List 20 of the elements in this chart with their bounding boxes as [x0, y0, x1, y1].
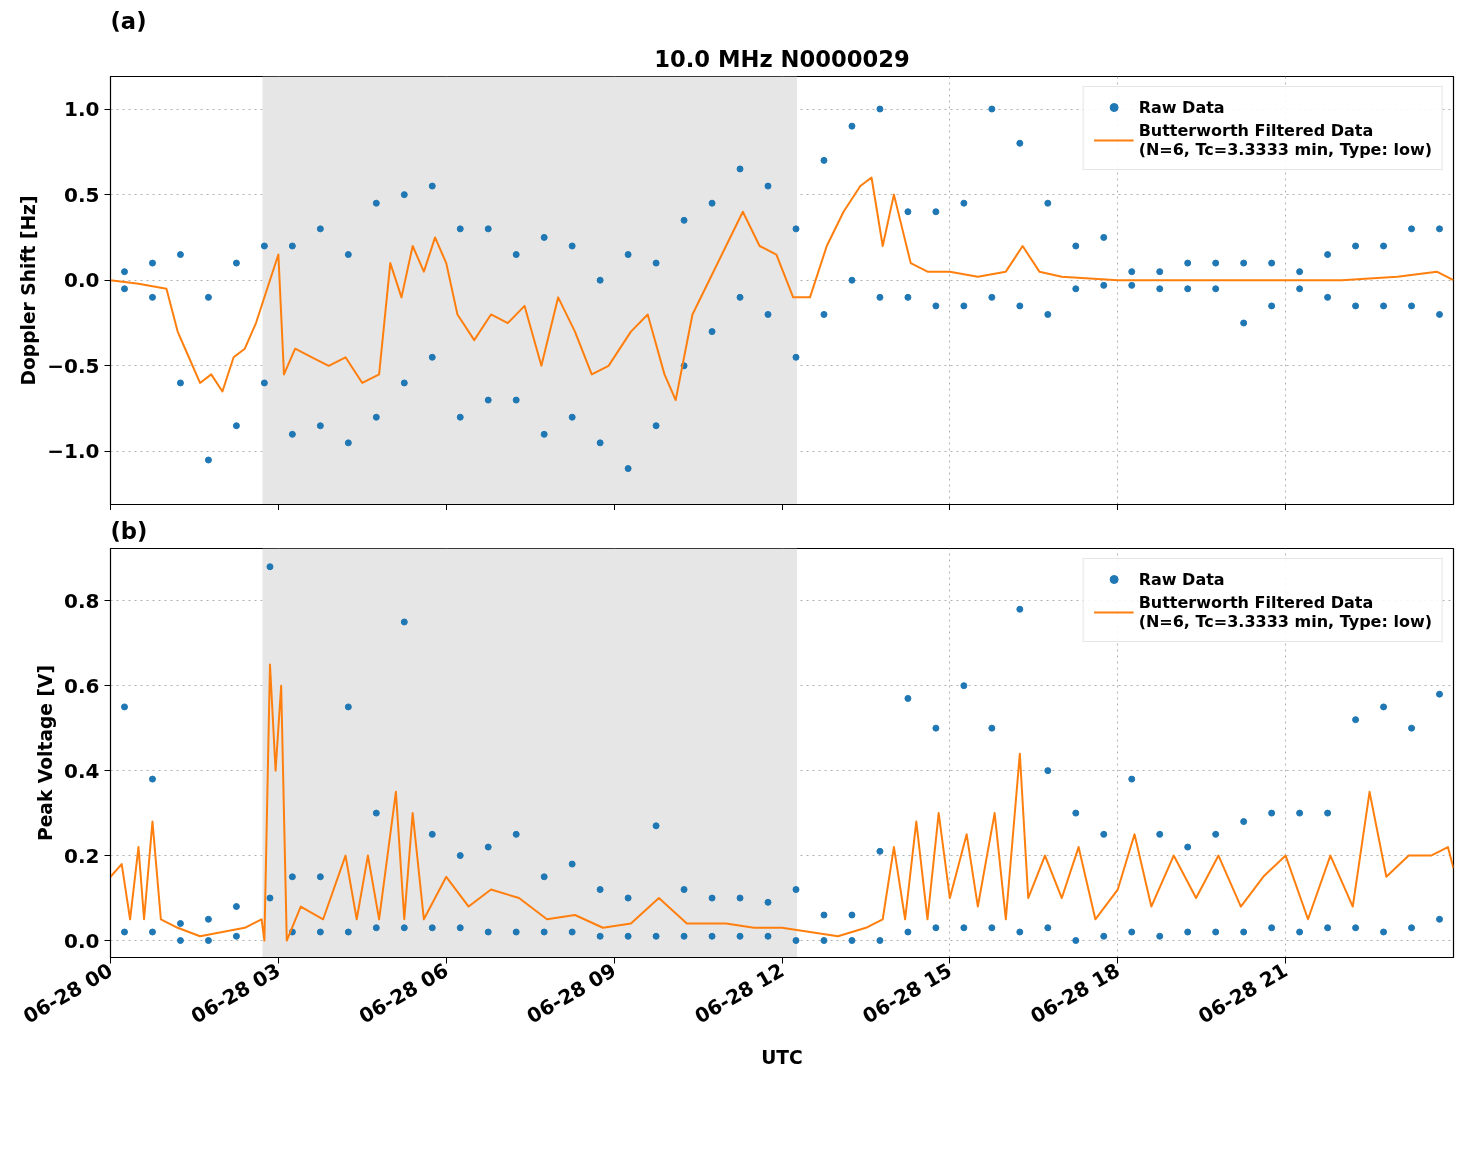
- y-tick-label: 0.2: [64, 843, 100, 868]
- legend-label: Butterworth Filtered Data (N=6, Tc=3.3333 min, Type: low): [1138, 121, 1432, 159]
- legend-label: Raw Data: [1138, 569, 1225, 589]
- y-axis-title: Peak Voltage [V]: [35, 665, 57, 841]
- y-axis-title: Doppler Shift [Hz]: [18, 195, 40, 386]
- legend-label: Raw Data: [1138, 97, 1225, 117]
- y-tick-label: 1.0: [64, 97, 100, 122]
- y-tick-label: −1.0: [47, 439, 100, 464]
- y-tick-label: −0.5: [47, 353, 100, 378]
- y-tick-label: 0.4: [64, 758, 100, 783]
- chart-title: 10.0 MHz N0000029: [654, 45, 910, 72]
- y-tick-label: 0.5: [64, 182, 100, 207]
- y-tick-label: 0.0: [64, 268, 100, 293]
- y-tick-label: 0.8: [64, 588, 100, 613]
- y-tick-label: 0.0: [64, 928, 100, 953]
- text: (b): [110, 517, 148, 544]
- x-axis-title: UTC: [761, 1046, 803, 1068]
- text: (a): [110, 7, 147, 34]
- legend-label: Butterworth Filtered Data (N=6, Tc=3.3333 min, Type: low): [1138, 593, 1432, 631]
- y-tick-label: 0.6: [64, 673, 100, 698]
